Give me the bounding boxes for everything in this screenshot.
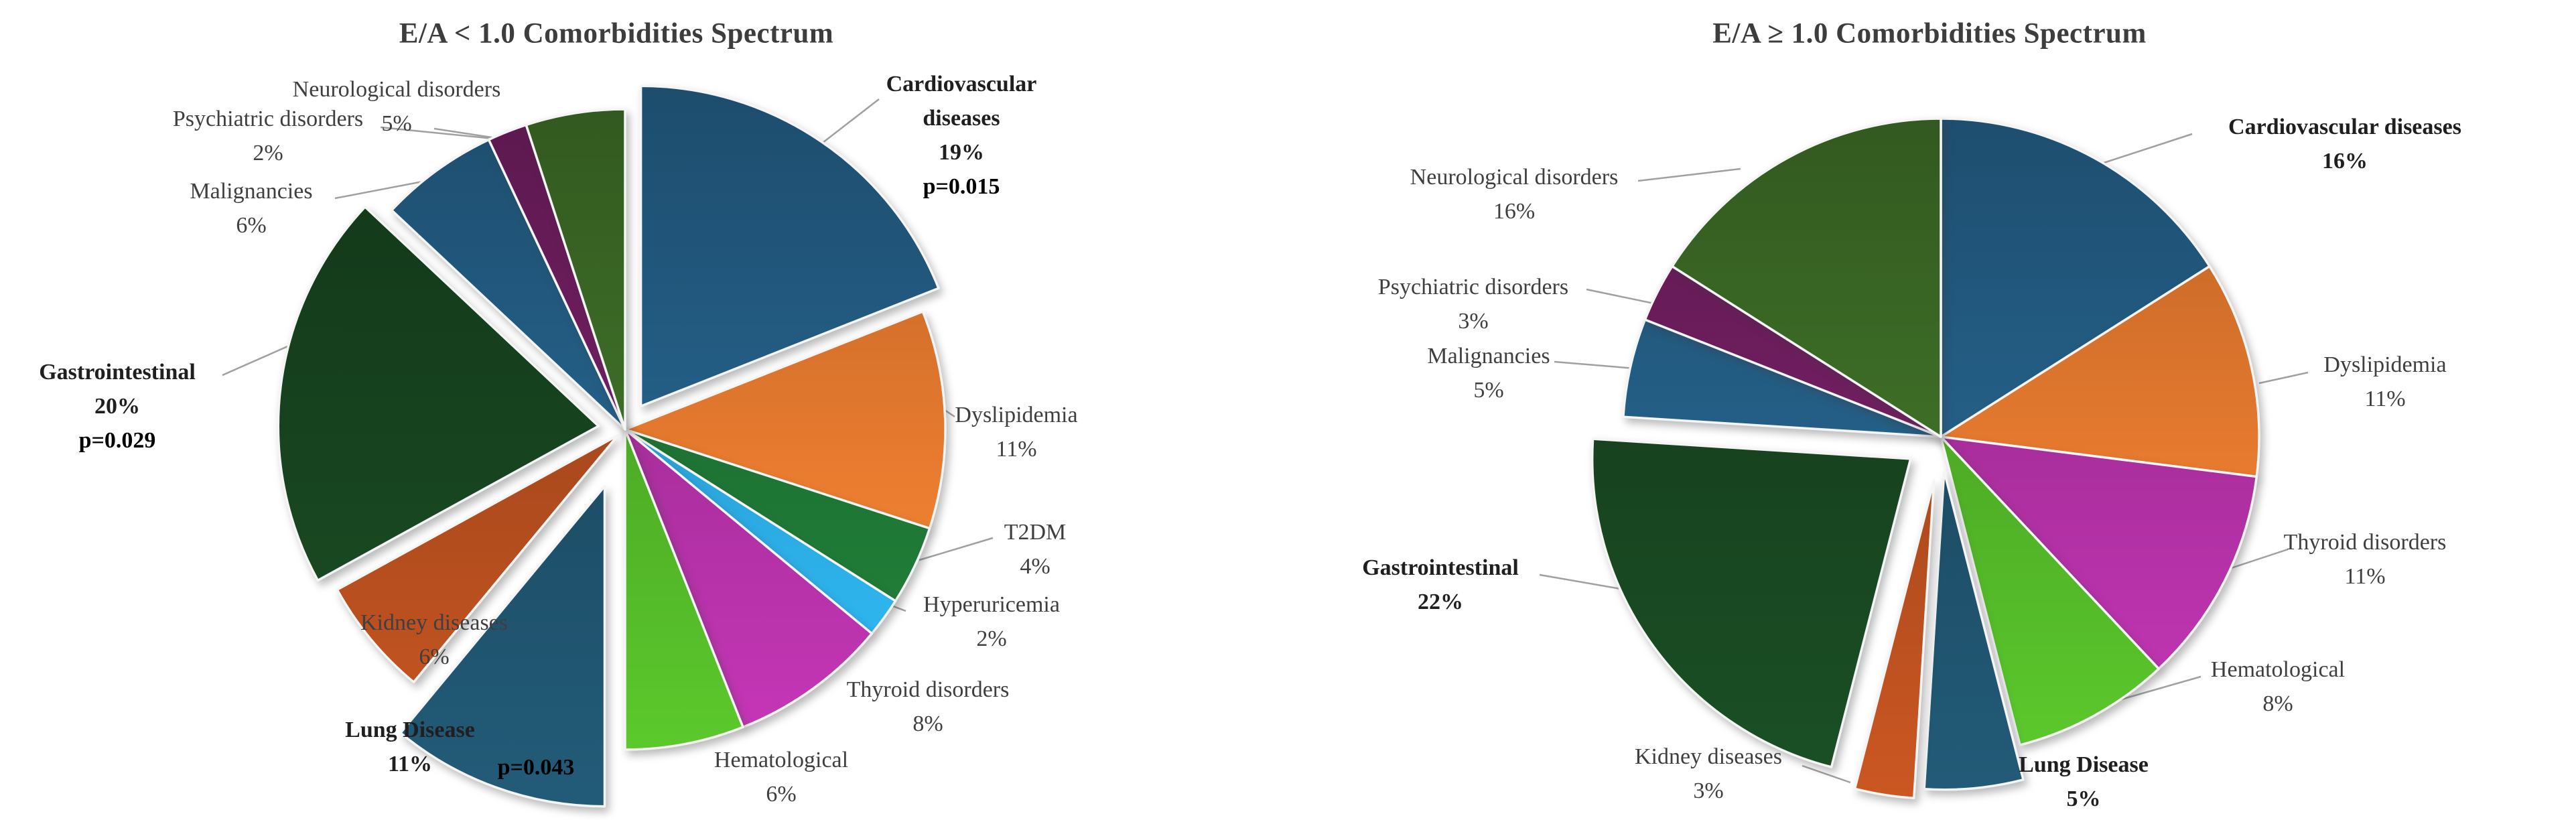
label-leader-line	[1539, 573, 1625, 591]
slice-label: Thyroid disorders	[846, 677, 1010, 702]
pie-slice-cardiovascular-diseases	[639, 84, 940, 408]
label-leader-line	[2095, 133, 2193, 167]
slice-label: 11%	[2344, 564, 2386, 589]
slice-label: 3%	[1693, 778, 1724, 803]
slice-label: Thyroid disorders	[2283, 530, 2447, 555]
slice-label: 8%	[912, 711, 943, 736]
slice-label: Lung Disease	[2019, 752, 2149, 777]
slice-label: 11%	[2364, 387, 2406, 411]
label-leader-line	[822, 98, 880, 143]
slice-label: p=0.043	[497, 755, 575, 780]
pie-slices-layer	[277, 84, 2260, 808]
label-leader-line	[380, 126, 494, 140]
slice-label: Neurological disorders	[292, 77, 501, 102]
label-leader-line	[1637, 167, 1741, 182]
slice-label: 8%	[2262, 691, 2293, 716]
slice-label: 19%	[939, 140, 984, 165]
pie-slice-lung-disease	[1923, 470, 2025, 791]
slice-label: Dyslipidemia	[2323, 352, 2447, 377]
slice-label: 3%	[1458, 309, 1489, 334]
pie-slice-kidney-diseases	[336, 434, 619, 683]
slice-label: Neurological disorders	[1410, 165, 1619, 190]
label-leader-line	[919, 537, 994, 561]
pie-slice-malignancies	[1622, 318, 1942, 438]
slice-label: Kidney diseases	[360, 610, 509, 635]
slice-label: Malignancies	[190, 179, 313, 204]
pie-slice-lung-disease	[399, 484, 606, 808]
slice-label: p=0.029	[78, 428, 156, 453]
pie-slice-dyslipidemia	[624, 310, 947, 530]
slice-label: 2%	[253, 141, 283, 165]
pie-slice-hematological	[624, 428, 744, 751]
pie-slice-dyslipidemia	[1940, 265, 2260, 478]
slice-label: Gastrointestinal	[39, 360, 196, 385]
slice-label: 16%	[1493, 199, 1536, 224]
pie-slice-neurological-disorders	[525, 108, 626, 431]
label-leader-line	[1802, 764, 1851, 784]
pie-slice-cardiovascular-diseases	[1940, 117, 2211, 438]
slice-label: Psychiatric disorders	[172, 107, 364, 131]
slice-label: 5%	[1473, 378, 1504, 403]
chart-title-right: E/A ≥ 1.0 Comorbidities Spectrum	[1712, 17, 2147, 50]
label-leader-line	[2258, 371, 2309, 385]
label-leader-line	[2111, 675, 2201, 703]
pie-slice-thyroid-disorders	[624, 428, 874, 729]
slice-label: Dyslipidemia	[955, 403, 1078, 427]
slice-label: 6%	[766, 782, 797, 807]
slice-label: diseases	[923, 106, 1000, 131]
slice-label: 2%	[976, 626, 1007, 651]
slice-label: Malignancies	[1427, 344, 1550, 368]
pie-slice-thyroid-disorders	[1940, 435, 2258, 671]
pie-slice-kidney-diseases	[1853, 479, 1936, 800]
slice-label: Kidney diseases	[1634, 744, 1783, 769]
slice-label: Hematological	[2210, 657, 2346, 682]
slice-label: Cardiovascular diseases	[2228, 115, 2461, 139]
slice-label: Lung Disease	[345, 718, 475, 742]
slice-label: Cardiovascular	[886, 72, 1037, 96]
slice-label: 16%	[2322, 149, 2368, 174]
slice-label: 20%	[94, 394, 140, 419]
slice-label: 22%	[1418, 590, 1463, 614]
slice-label: Gastrointestinal	[1362, 555, 1519, 580]
leader-lines-layer	[222, 98, 2309, 784]
pie-slice-hematological	[1940, 435, 2160, 746]
chart-title-left: E/A < 1.0 Comorbidities Spectrum	[399, 17, 834, 50]
pie-slice-gastrointestinal	[1590, 437, 1912, 768]
slice-label: 11%	[387, 752, 433, 776]
slice-label: 5%	[381, 111, 412, 136]
slice-label: 5%	[2066, 787, 2101, 811]
slice-label: 6%	[419, 644, 450, 669]
slice-label: Hematological	[714, 748, 849, 772]
slice-label: Psychiatric disorders	[1377, 275, 1569, 299]
slice-label: T2DM	[1004, 520, 1067, 545]
slice-label: 6%	[236, 213, 267, 238]
pie-slice-gastrointestinal	[277, 206, 600, 582]
slice-label: 4%	[1020, 554, 1050, 579]
slice-label: Hyperuricemia	[923, 592, 1060, 617]
pie-slice-malignancies	[390, 138, 626, 431]
pie-slice-neurological-disorders	[1671, 117, 1942, 438]
slice-label: 11%	[996, 437, 1037, 462]
slice-label: p=0.015	[923, 174, 1000, 199]
